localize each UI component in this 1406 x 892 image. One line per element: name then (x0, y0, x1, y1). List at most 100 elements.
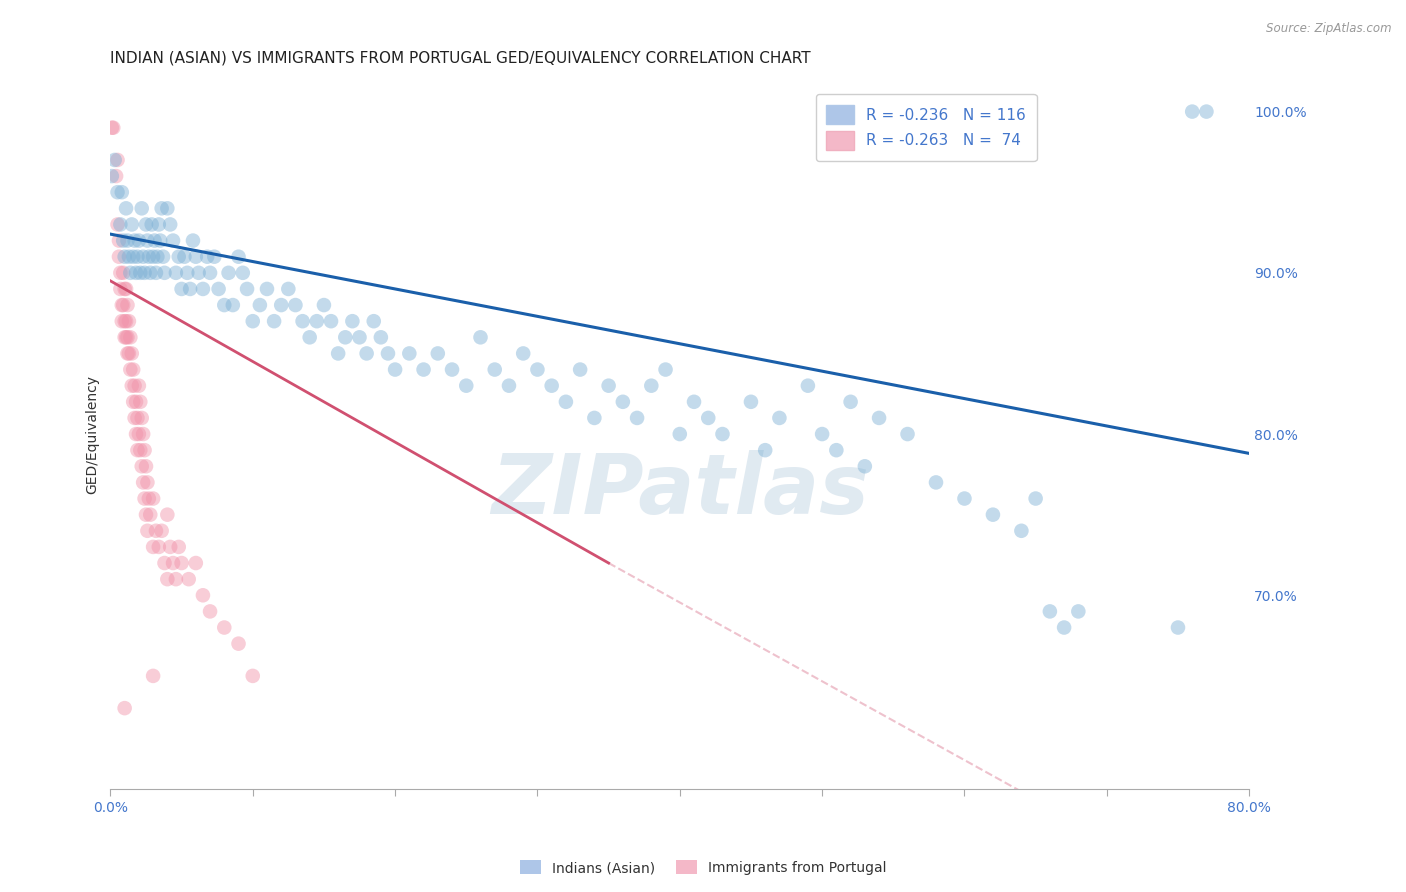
Point (108, 234, 131, 248)
Point (165, 572, 187, 586)
Point (319, 314, 342, 328)
Point (134, 443, 156, 458)
Point (112, 266, 135, 280)
Point (683, 394, 706, 409)
Point (101, 169, 124, 183)
Point (896, 427, 918, 442)
Point (441, 362, 464, 376)
Point (697, 411, 720, 425)
Point (136, 475, 159, 490)
Point (159, 540, 181, 554)
Point (277, 282, 299, 296)
Point (654, 362, 676, 376)
Point (143, 234, 166, 248)
Text: ZIPatlas: ZIPatlas (491, 450, 869, 532)
Point (125, 394, 148, 409)
Point (125, 427, 148, 442)
Point (1010, 524, 1032, 538)
Point (925, 475, 948, 490)
Point (540, 378, 562, 392)
Point (156, 508, 179, 522)
Point (167, 250, 190, 264)
Point (214, 621, 236, 635)
Point (249, 298, 271, 312)
Point (170, 282, 193, 296)
Point (117, 234, 139, 248)
Point (141, 218, 163, 232)
Point (162, 556, 184, 570)
Point (328, 346, 350, 360)
Point (232, 266, 254, 280)
Point (612, 394, 634, 409)
Point (284, 298, 307, 312)
Point (214, 298, 236, 312)
Point (114, 282, 136, 296)
Point (398, 346, 420, 360)
Point (117, 298, 139, 312)
Point (839, 394, 862, 409)
Point (377, 346, 399, 360)
Point (270, 298, 292, 312)
Point (187, 266, 209, 280)
Point (263, 314, 285, 328)
Point (207, 282, 229, 296)
Point (356, 346, 378, 360)
Point (181, 234, 204, 248)
Point (305, 314, 328, 328)
Point (134, 491, 156, 506)
Point (1181, 104, 1204, 119)
Point (184, 556, 207, 570)
Point (124, 411, 146, 425)
Point (291, 314, 314, 328)
Point (139, 266, 162, 280)
Point (384, 362, 406, 376)
Point (167, 540, 190, 554)
Point (456, 378, 478, 392)
Point (139, 508, 162, 522)
Point (152, 250, 174, 264)
Point (120, 266, 142, 280)
Point (198, 604, 221, 618)
Point (121, 218, 143, 232)
Point (153, 266, 176, 280)
Point (105, 169, 128, 183)
Point (173, 250, 195, 264)
Point (114, 701, 136, 715)
Point (103, 120, 125, 135)
Point (136, 234, 159, 248)
Point (498, 378, 520, 392)
Point (122, 394, 145, 409)
Point (195, 250, 218, 264)
Point (107, 153, 129, 167)
Point (127, 411, 149, 425)
Point (218, 266, 240, 280)
Point (127, 250, 149, 264)
Point (108, 250, 131, 264)
Point (115, 330, 138, 344)
Point (335, 330, 357, 344)
Point (132, 250, 155, 264)
Point (569, 362, 592, 376)
Point (145, 266, 167, 280)
Point (156, 572, 179, 586)
Point (117, 346, 139, 360)
Point (122, 362, 145, 376)
Point (128, 378, 150, 392)
Point (1025, 491, 1047, 506)
Point (740, 394, 762, 409)
Point (484, 362, 506, 376)
Point (198, 266, 221, 280)
Text: Source: ZipAtlas.com: Source: ZipAtlas.com (1267, 22, 1392, 36)
Point (131, 459, 153, 474)
Point (111, 185, 134, 199)
Point (184, 250, 207, 264)
Point (132, 475, 155, 490)
Point (1167, 621, 1189, 635)
Point (554, 394, 576, 409)
Point (107, 218, 129, 232)
Point (138, 250, 160, 264)
Point (110, 266, 132, 280)
Point (136, 524, 159, 538)
Point (121, 346, 143, 360)
Point (202, 250, 225, 264)
